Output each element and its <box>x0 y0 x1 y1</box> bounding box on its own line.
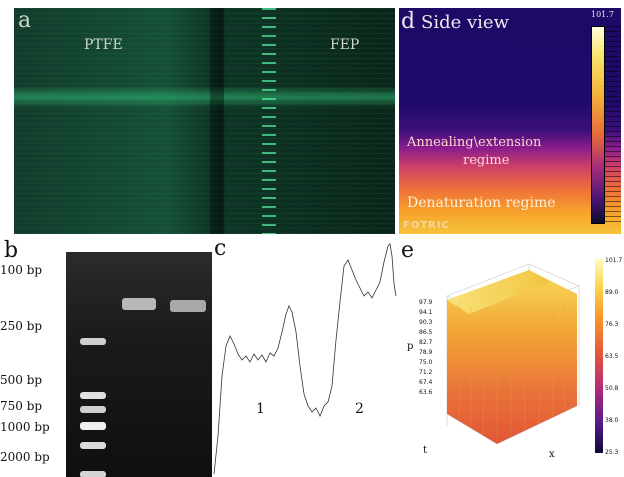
marker-band <box>80 392 106 399</box>
surface-body <box>447 270 577 444</box>
lane-label-marker: M <box>87 239 101 254</box>
temperature-colorbar <box>591 26 605 224</box>
peak-label-2: 2 <box>355 401 364 417</box>
marker-band <box>80 442 106 449</box>
cbar-tick: 76.3 <box>605 321 619 328</box>
marker-label-100: 100 bp <box>0 263 43 277</box>
marker-band <box>80 406 106 413</box>
marker-band <box>80 338 106 345</box>
fluorescence-image-panel: a PTFE FEP <box>14 8 395 234</box>
material-boundary <box>210 8 224 234</box>
y-tick: 97.9 <box>419 299 433 306</box>
marker-label-750: 750 bp <box>0 399 43 413</box>
surface-colorbar <box>595 259 603 453</box>
tube-glow-band <box>14 86 395 108</box>
cbar-tick: 89.0 <box>605 289 619 296</box>
marker-label-2000: 2000 bp <box>0 450 50 464</box>
peak-label-1: 1 <box>256 401 265 417</box>
cbar-tick: 50.8 <box>605 385 619 392</box>
marker-label-1000: 1000 bp <box>0 420 50 434</box>
panel-label-c: c <box>214 236 227 261</box>
panel-label-b: b <box>4 238 19 263</box>
lane-label-1: 1 <box>133 239 142 254</box>
gel-electrophoresis-panel: b M 1 2 100 bp 250 bp 500 bp 750 bp 1000… <box>0 236 212 477</box>
marker-band <box>80 471 106 477</box>
p-axis-label: p <box>407 341 414 352</box>
t-axis-label: t <box>423 445 428 456</box>
panel-label-d: d <box>401 9 416 34</box>
intensity-profile-panel: c 1 2 <box>212 236 398 477</box>
fep-tube-stripes <box>262 8 276 234</box>
y-tick: 75.0 <box>419 359 433 366</box>
side-view-title: Side view <box>421 12 509 33</box>
cbar-tick: 38.0 <box>605 417 619 424</box>
cbar-tick: 101.7 <box>605 257 623 264</box>
floor-grid <box>446 405 578 445</box>
y-tick: 67.4 <box>419 379 433 386</box>
colorbar-ticks <box>604 26 621 222</box>
ptfe-label: PTFE <box>84 37 123 53</box>
marker-label-500: 500 bp <box>0 373 43 387</box>
y-tick: 71.2 <box>419 369 433 376</box>
annealing-label: Annealing\extension <box>407 135 542 150</box>
y-tick: 90.3 <box>419 319 433 326</box>
surface-plateau <box>447 270 551 314</box>
intensity-trace <box>213 243 397 475</box>
panel-label-e: e <box>401 238 415 263</box>
y-tick: 63.6 <box>419 389 433 396</box>
temperature-surface-panel: e 97.9 94.1 90.3 86.5 82.7 78.9 75.0 71.… <box>399 236 624 477</box>
lane-label-2: 2 <box>185 239 194 254</box>
fep-label: FEP <box>330 37 360 53</box>
y-tick: 82.7 <box>419 339 433 346</box>
intensity-profile-chart <box>213 243 397 475</box>
thermal-image-panel: d Side view 101.7 Annealing\extension re… <box>399 8 621 234</box>
camera-brand-logo: FOTRIC <box>403 220 450 231</box>
surface-mesh <box>458 302 566 442</box>
marker-label-250: 250 bp <box>0 319 43 333</box>
surface-plot <box>446 263 580 445</box>
y-tick: 94.1 <box>419 309 433 316</box>
y-tick: 86.5 <box>419 329 433 336</box>
regime-label: regime <box>463 153 510 168</box>
panel-label-a: a <box>18 8 32 33</box>
y-tick: 78.9 <box>419 349 433 356</box>
sample-band-lane-1 <box>122 298 156 310</box>
cbar-tick: 63.5 <box>605 353 619 360</box>
sample-band-lane-2 <box>170 300 206 312</box>
colorbar-max-label: 101.7 <box>591 10 614 19</box>
marker-band <box>80 422 106 430</box>
gel-image <box>66 252 212 477</box>
cbar-tick: 25.3 <box>605 449 619 456</box>
x-axis-label: x <box>549 449 555 460</box>
denaturation-label: Denaturation regime <box>407 195 556 211</box>
